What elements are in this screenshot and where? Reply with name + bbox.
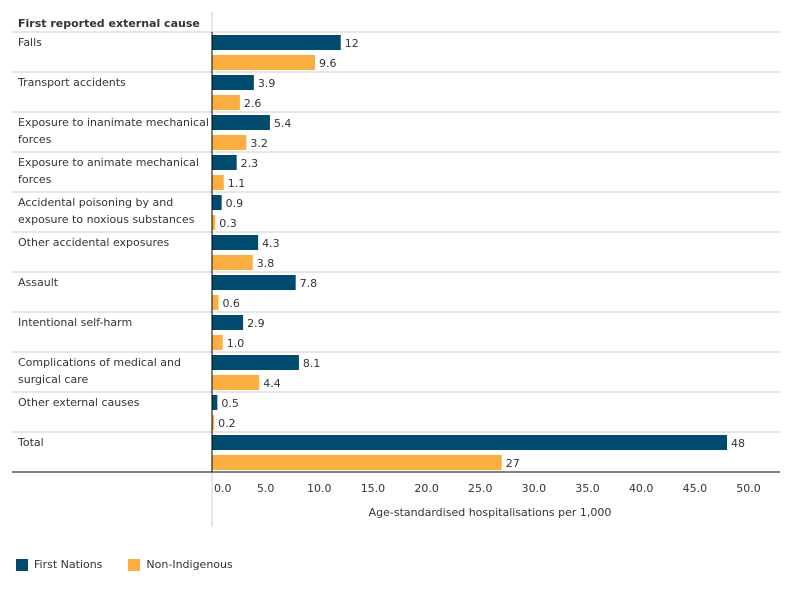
data-label: 4.3 — [262, 237, 280, 250]
row-header: First reported external cause — [18, 17, 200, 30]
bar-first-nations — [212, 195, 222, 210]
legend-item-first-nations[interactable]: First Nations — [16, 558, 102, 571]
bar-non-indigenous — [212, 95, 240, 110]
data-label: 48 — [731, 437, 745, 450]
x-tick-label: 35.0 — [575, 482, 600, 495]
data-label: 0.6 — [222, 297, 240, 310]
bar-first-nations — [212, 275, 296, 290]
bar-first-nations — [212, 315, 244, 330]
category-label: Falls — [18, 36, 42, 49]
legend-swatch — [128, 558, 141, 571]
category-label: Intentional self-harm — [18, 316, 132, 329]
bar-first-nations — [212, 235, 259, 250]
bar-first-nations — [212, 395, 218, 410]
data-label: 12 — [345, 37, 359, 50]
x-tick-label: 10.0 — [307, 482, 332, 495]
data-label: 2.9 — [247, 317, 265, 330]
data-label: 0.5 — [221, 397, 239, 410]
bar-non-indigenous — [212, 215, 216, 230]
data-label: 0.2 — [218, 417, 236, 430]
x-axis-title: Age-standardised hospitalisations per 1,… — [369, 506, 612, 519]
data-label: 2.3 — [241, 157, 259, 170]
category-label: Other external causes — [18, 396, 140, 409]
legend-item-non-indigenous[interactable]: Non-Indigenous — [128, 558, 233, 571]
bar-first-nations — [212, 75, 254, 90]
bar-first-nations — [212, 355, 299, 370]
x-tick-label: 5.0 — [257, 482, 275, 495]
category-label: forces — [18, 173, 52, 186]
data-label: 1.1 — [228, 177, 246, 190]
data-label: 2.6 — [244, 97, 262, 110]
category-label: forces — [18, 133, 52, 146]
data-label: 7.8 — [300, 277, 318, 290]
x-tick-label: 40.0 — [629, 482, 654, 495]
legend-swatch — [16, 558, 28, 571]
data-label: 0.9 — [226, 197, 244, 210]
category-label: Total — [17, 436, 44, 449]
data-label: 8.1 — [303, 357, 321, 370]
legend-label: Non-Indigenous — [146, 558, 233, 571]
data-label: 3.2 — [250, 137, 268, 150]
data-label: 3.9 — [258, 77, 276, 90]
bar-first-nations — [212, 115, 270, 130]
x-tick-label: 45.0 — [683, 482, 708, 495]
category-label: Complications of medical and — [18, 356, 181, 369]
category-label: exposure to noxious substances — [18, 213, 195, 226]
data-label: 1.0 — [227, 337, 245, 350]
bar-non-indigenous — [212, 335, 223, 350]
bar-non-indigenous — [212, 295, 219, 310]
data-label: 4.4 — [263, 377, 281, 390]
data-label: 3.8 — [257, 257, 275, 270]
bar-non-indigenous — [212, 255, 253, 270]
x-tick-label: 25.0 — [468, 482, 493, 495]
x-tick-label: 30.0 — [522, 482, 547, 495]
category-label: Transport accidents — [17, 76, 126, 89]
x-tick-label: 0.0 — [214, 482, 232, 495]
category-label: Other accidental exposures — [18, 236, 169, 249]
category-label: Assault — [18, 276, 59, 289]
bar-non-indigenous — [212, 175, 224, 190]
category-label: surgical care — [18, 373, 88, 386]
bar-first-nations — [212, 435, 728, 450]
legend: First Nations Non-Indigenous — [16, 558, 233, 571]
data-label: 5.4 — [274, 117, 292, 130]
bar-non-indigenous — [212, 375, 260, 390]
x-tick-label: 20.0 — [414, 482, 439, 495]
bar-non-indigenous — [212, 135, 247, 150]
x-tick-label: 15.0 — [361, 482, 386, 495]
data-label: 27 — [506, 457, 520, 470]
category-label: Exposure to animate mechanical — [18, 156, 199, 169]
data-label: 9.6 — [319, 57, 337, 70]
bar-non-indigenous — [212, 415, 215, 430]
bar-first-nations — [212, 155, 237, 170]
bar-non-indigenous — [212, 455, 502, 470]
x-tick-label: 50.0 — [736, 482, 761, 495]
category-label: Accidental poisoning by and — [18, 196, 173, 209]
category-label: Exposure to inanimate mechanical — [18, 116, 209, 129]
data-label: 0.3 — [219, 217, 237, 230]
legend-label: First Nations — [34, 558, 103, 571]
bar-first-nations — [212, 35, 341, 50]
bar-non-indigenous — [212, 55, 316, 70]
